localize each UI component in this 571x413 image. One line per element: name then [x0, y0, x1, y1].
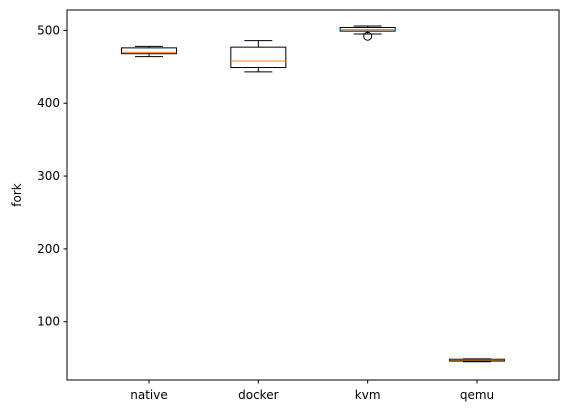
- plot-background: [67, 10, 559, 380]
- y-tick-label: 200: [37, 242, 60, 256]
- x-tick-label: kvm: [355, 388, 381, 402]
- boxes-layer: [121, 25, 505, 363]
- box-qemu: [449, 358, 505, 363]
- box-kvm: [339, 25, 396, 41]
- y-tick-label: 300: [37, 169, 60, 183]
- iqr-box: [230, 46, 287, 69]
- box-docker: [230, 40, 287, 73]
- y-tick-label: 400: [37, 96, 60, 110]
- x-tick-label: native: [130, 388, 167, 402]
- plot-frame: [66, 9, 560, 381]
- axes-layer: 100 200 300 400 500 native docker kvm qemu: [37, 23, 494, 402]
- y-tick-label: 500: [37, 23, 60, 37]
- x-tick-label: qemu: [460, 388, 494, 402]
- box-native: [121, 45, 177, 58]
- y-axis-title: fork: [10, 183, 24, 207]
- x-tick-label: docker: [238, 388, 278, 402]
- y-tick-label: 100: [37, 315, 60, 329]
- iqr-box: [121, 47, 177, 55]
- outlier-point: [363, 31, 373, 41]
